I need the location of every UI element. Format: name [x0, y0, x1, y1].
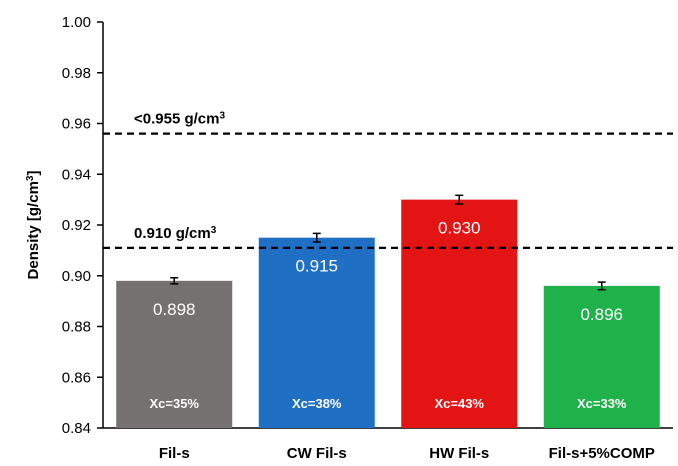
bar-value-label: 0.915: [295, 257, 338, 276]
y-tick-label: 0.98: [62, 65, 91, 82]
y-axis-title-sup: 3: [25, 175, 36, 181]
category-labels: Fil-s CW Fil-s HW Fil-s Fil-s+5%COMP: [159, 445, 655, 462]
y-tick-label: 0.96: [62, 116, 91, 133]
bar: [543, 285, 660, 428]
bar-value-label: 0.898: [153, 300, 196, 319]
x-category-label: Fil-s: [159, 445, 190, 462]
reference-line-label-sup: 3: [219, 110, 225, 121]
bar-value-label: 0.896: [580, 305, 623, 324]
y-tick-label: 0.84: [62, 420, 91, 437]
bar: [258, 237, 375, 428]
reference-line-label: 0.910 g/cm3: [134, 224, 217, 242]
y-axis-title-end: ]: [25, 171, 42, 176]
y-ticks: 0.84 0.86 0.88 0.90 0.92 0.94 0.96 0.98 1.00: [62, 14, 103, 437]
y-tick-label: 0.86: [62, 369, 91, 386]
y-tick-label: 0.92: [62, 217, 91, 234]
reference-line-label: <0.955 g/cm3: [134, 110, 225, 128]
bar-crystallinity-label: Xc=35%: [149, 396, 199, 411]
y-tick-label: 0.90: [62, 268, 91, 285]
bar: [116, 280, 233, 428]
y-tick-label: 1.00: [62, 14, 91, 31]
bar-crystallinity-label: Xc=33%: [577, 396, 627, 411]
x-category-label: CW Fil-s: [287, 445, 347, 462]
y-tick-label: 0.88: [62, 319, 91, 336]
reference-line-label-text: 0.910 g/cm: [134, 225, 211, 242]
bar-value-label: 0.930: [438, 219, 481, 238]
y-axis-title: Density [g/cm3]: [25, 171, 43, 280]
reference-line-label-text: <0.955 g/cm: [134, 111, 219, 128]
y-axis-title-base: Density [g/cm: [25, 181, 42, 279]
x-category-label: Fil-s+5%COMP: [549, 445, 655, 462]
bar: [401, 199, 518, 428]
y-tick-label: 0.94: [62, 166, 91, 183]
reference-line-label-sup: 3: [211, 224, 217, 235]
bar-crystallinity-label: Xc=43%: [434, 396, 484, 411]
bar-crystallinity-label: Xc=38%: [292, 396, 342, 411]
x-category-label: HW Fil-s: [429, 445, 489, 462]
bars: 0.898 Xc=35% 0.915 Xc=38% 0.930 Xc=43% 0.896 Xc…: [116, 194, 660, 428]
